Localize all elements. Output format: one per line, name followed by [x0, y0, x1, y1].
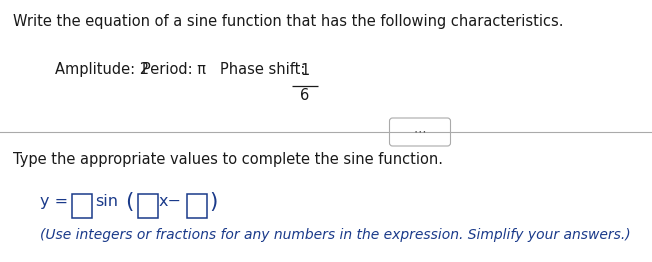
Text: y =: y =: [40, 194, 68, 209]
Text: ⋯: ⋯: [414, 125, 426, 139]
Text: x−: x−: [159, 194, 182, 209]
Text: ): ): [209, 192, 217, 212]
Text: sin: sin: [95, 194, 118, 209]
FancyBboxPatch shape: [389, 118, 451, 146]
Text: 6: 6: [301, 88, 310, 103]
FancyBboxPatch shape: [138, 194, 158, 218]
Text: Write the equation of a sine function that has the following characteristics.: Write the equation of a sine function th…: [13, 14, 563, 29]
FancyBboxPatch shape: [187, 194, 207, 218]
Text: Type the appropriate values to complete the sine function.: Type the appropriate values to complete …: [13, 152, 443, 167]
Text: Amplitude: 2: Amplitude: 2: [55, 62, 149, 77]
FancyBboxPatch shape: [72, 194, 92, 218]
Text: (: (: [125, 192, 134, 212]
Text: (Use integers or fractions for any numbers in the expression. Simplify your answ: (Use integers or fractions for any numbe…: [40, 228, 630, 242]
Text: Period: π: Period: π: [142, 62, 206, 77]
Text: 1: 1: [301, 63, 310, 78]
Text: Phase shift:: Phase shift:: [220, 62, 305, 77]
